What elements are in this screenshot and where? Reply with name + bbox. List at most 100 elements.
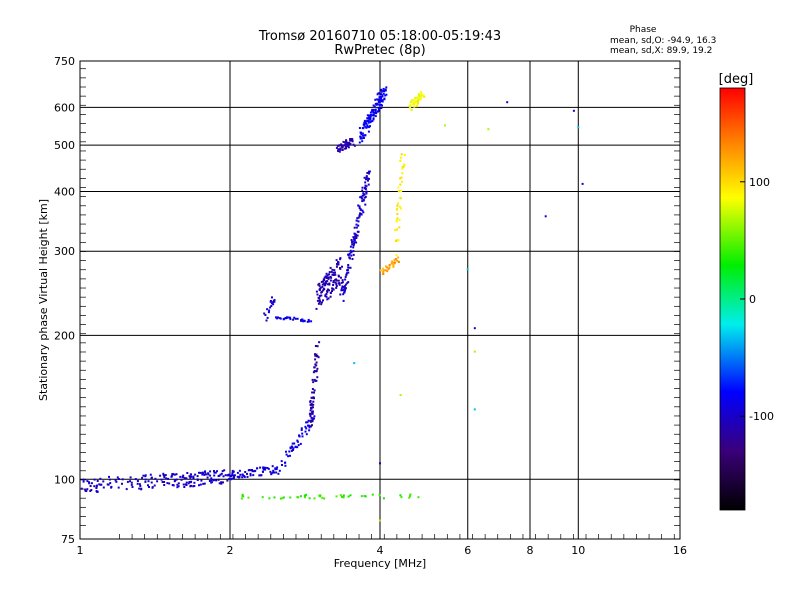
data-point [88, 481, 90, 484]
data-point [323, 279, 326, 281]
data-point [384, 269, 387, 272]
data-point [399, 177, 402, 180]
data-point [278, 317, 281, 320]
data-point [315, 290, 318, 293]
data-point [309, 419, 312, 422]
data-point [310, 396, 313, 399]
data-point [355, 233, 358, 236]
phase-x-stats: mean, sd,X: 89.9, 19.2 [610, 46, 712, 56]
data-point [419, 91, 422, 93]
data-point [410, 109, 413, 112]
x-tick-label: 1 [77, 544, 84, 557]
data-point [209, 470, 212, 473]
data-point [248, 469, 251, 471]
data-point [420, 94, 423, 97]
data-point [343, 144, 346, 147]
data-point [312, 371, 315, 374]
data-point [194, 473, 197, 476]
data-point [306, 421, 309, 424]
data-point [130, 481, 133, 484]
data-point [378, 108, 380, 111]
data-point [352, 244, 355, 247]
data-point [331, 268, 334, 271]
data-point [306, 320, 309, 323]
y-tick-label: 600 [54, 101, 75, 114]
data-point [172, 484, 175, 487]
data-point [352, 236, 355, 239]
data-point [363, 176, 366, 179]
data-point [350, 254, 353, 257]
data-point [335, 283, 338, 286]
data-point [375, 111, 378, 114]
data-point [399, 183, 402, 186]
data-point [346, 141, 349, 144]
data-point [358, 214, 361, 217]
data-point [246, 475, 249, 478]
data-point [317, 302, 320, 305]
data-point [274, 467, 277, 470]
data-point [302, 320, 305, 323]
data-point [397, 190, 400, 193]
data-point [347, 495, 350, 498]
data-point [220, 482, 223, 485]
data-point [308, 426, 311, 429]
data-point [84, 490, 87, 492]
data-point [192, 485, 195, 488]
data-point [266, 316, 269, 319]
data-point [395, 259, 398, 262]
data-point [246, 472, 248, 475]
data-point [281, 497, 284, 500]
data-point [340, 276, 342, 279]
data-point [304, 496, 306, 499]
data-point [323, 284, 326, 287]
data-point [264, 314, 267, 316]
data-point [366, 124, 369, 127]
data-point [205, 473, 208, 476]
colorbar-tick-label: -100 [749, 410, 774, 423]
data-point [212, 479, 215, 482]
data-point [398, 218, 401, 221]
data-point [320, 303, 323, 306]
data-point [352, 246, 355, 249]
data-point [380, 107, 383, 109]
data-point [183, 477, 186, 480]
data-point [182, 474, 185, 477]
data-point [359, 131, 362, 134]
data-point [252, 474, 255, 477]
data-point [396, 213, 399, 215]
data-point [198, 471, 200, 474]
data-point [201, 471, 204, 474]
data-point [379, 462, 381, 465]
data-point [231, 477, 234, 480]
data-point [374, 110, 377, 113]
data-point [238, 475, 241, 478]
data-point [338, 282, 341, 285]
data-point [379, 519, 381, 522]
data-point [357, 224, 360, 227]
data-point [355, 235, 358, 238]
data-point [335, 278, 338, 281]
data-point [409, 106, 412, 109]
data-point [337, 261, 339, 264]
data-point [344, 278, 347, 281]
data-point [339, 494, 342, 497]
data-point [315, 307, 318, 310]
data-point [348, 252, 351, 255]
data-point [282, 318, 285, 321]
data-point [341, 281, 344, 284]
data-point [260, 474, 263, 477]
data-point [196, 479, 199, 481]
data-point [351, 140, 354, 143]
data-point [357, 204, 360, 207]
data-point [364, 188, 367, 190]
data-point [379, 98, 382, 101]
data-point [365, 175, 368, 178]
data-point [311, 419, 314, 422]
data-point [80, 487, 83, 490]
data-point [413, 101, 416, 104]
data-point [374, 108, 377, 111]
data-point [397, 260, 400, 263]
data-point [289, 318, 292, 321]
data-point [329, 266, 332, 269]
data-point [189, 485, 192, 488]
